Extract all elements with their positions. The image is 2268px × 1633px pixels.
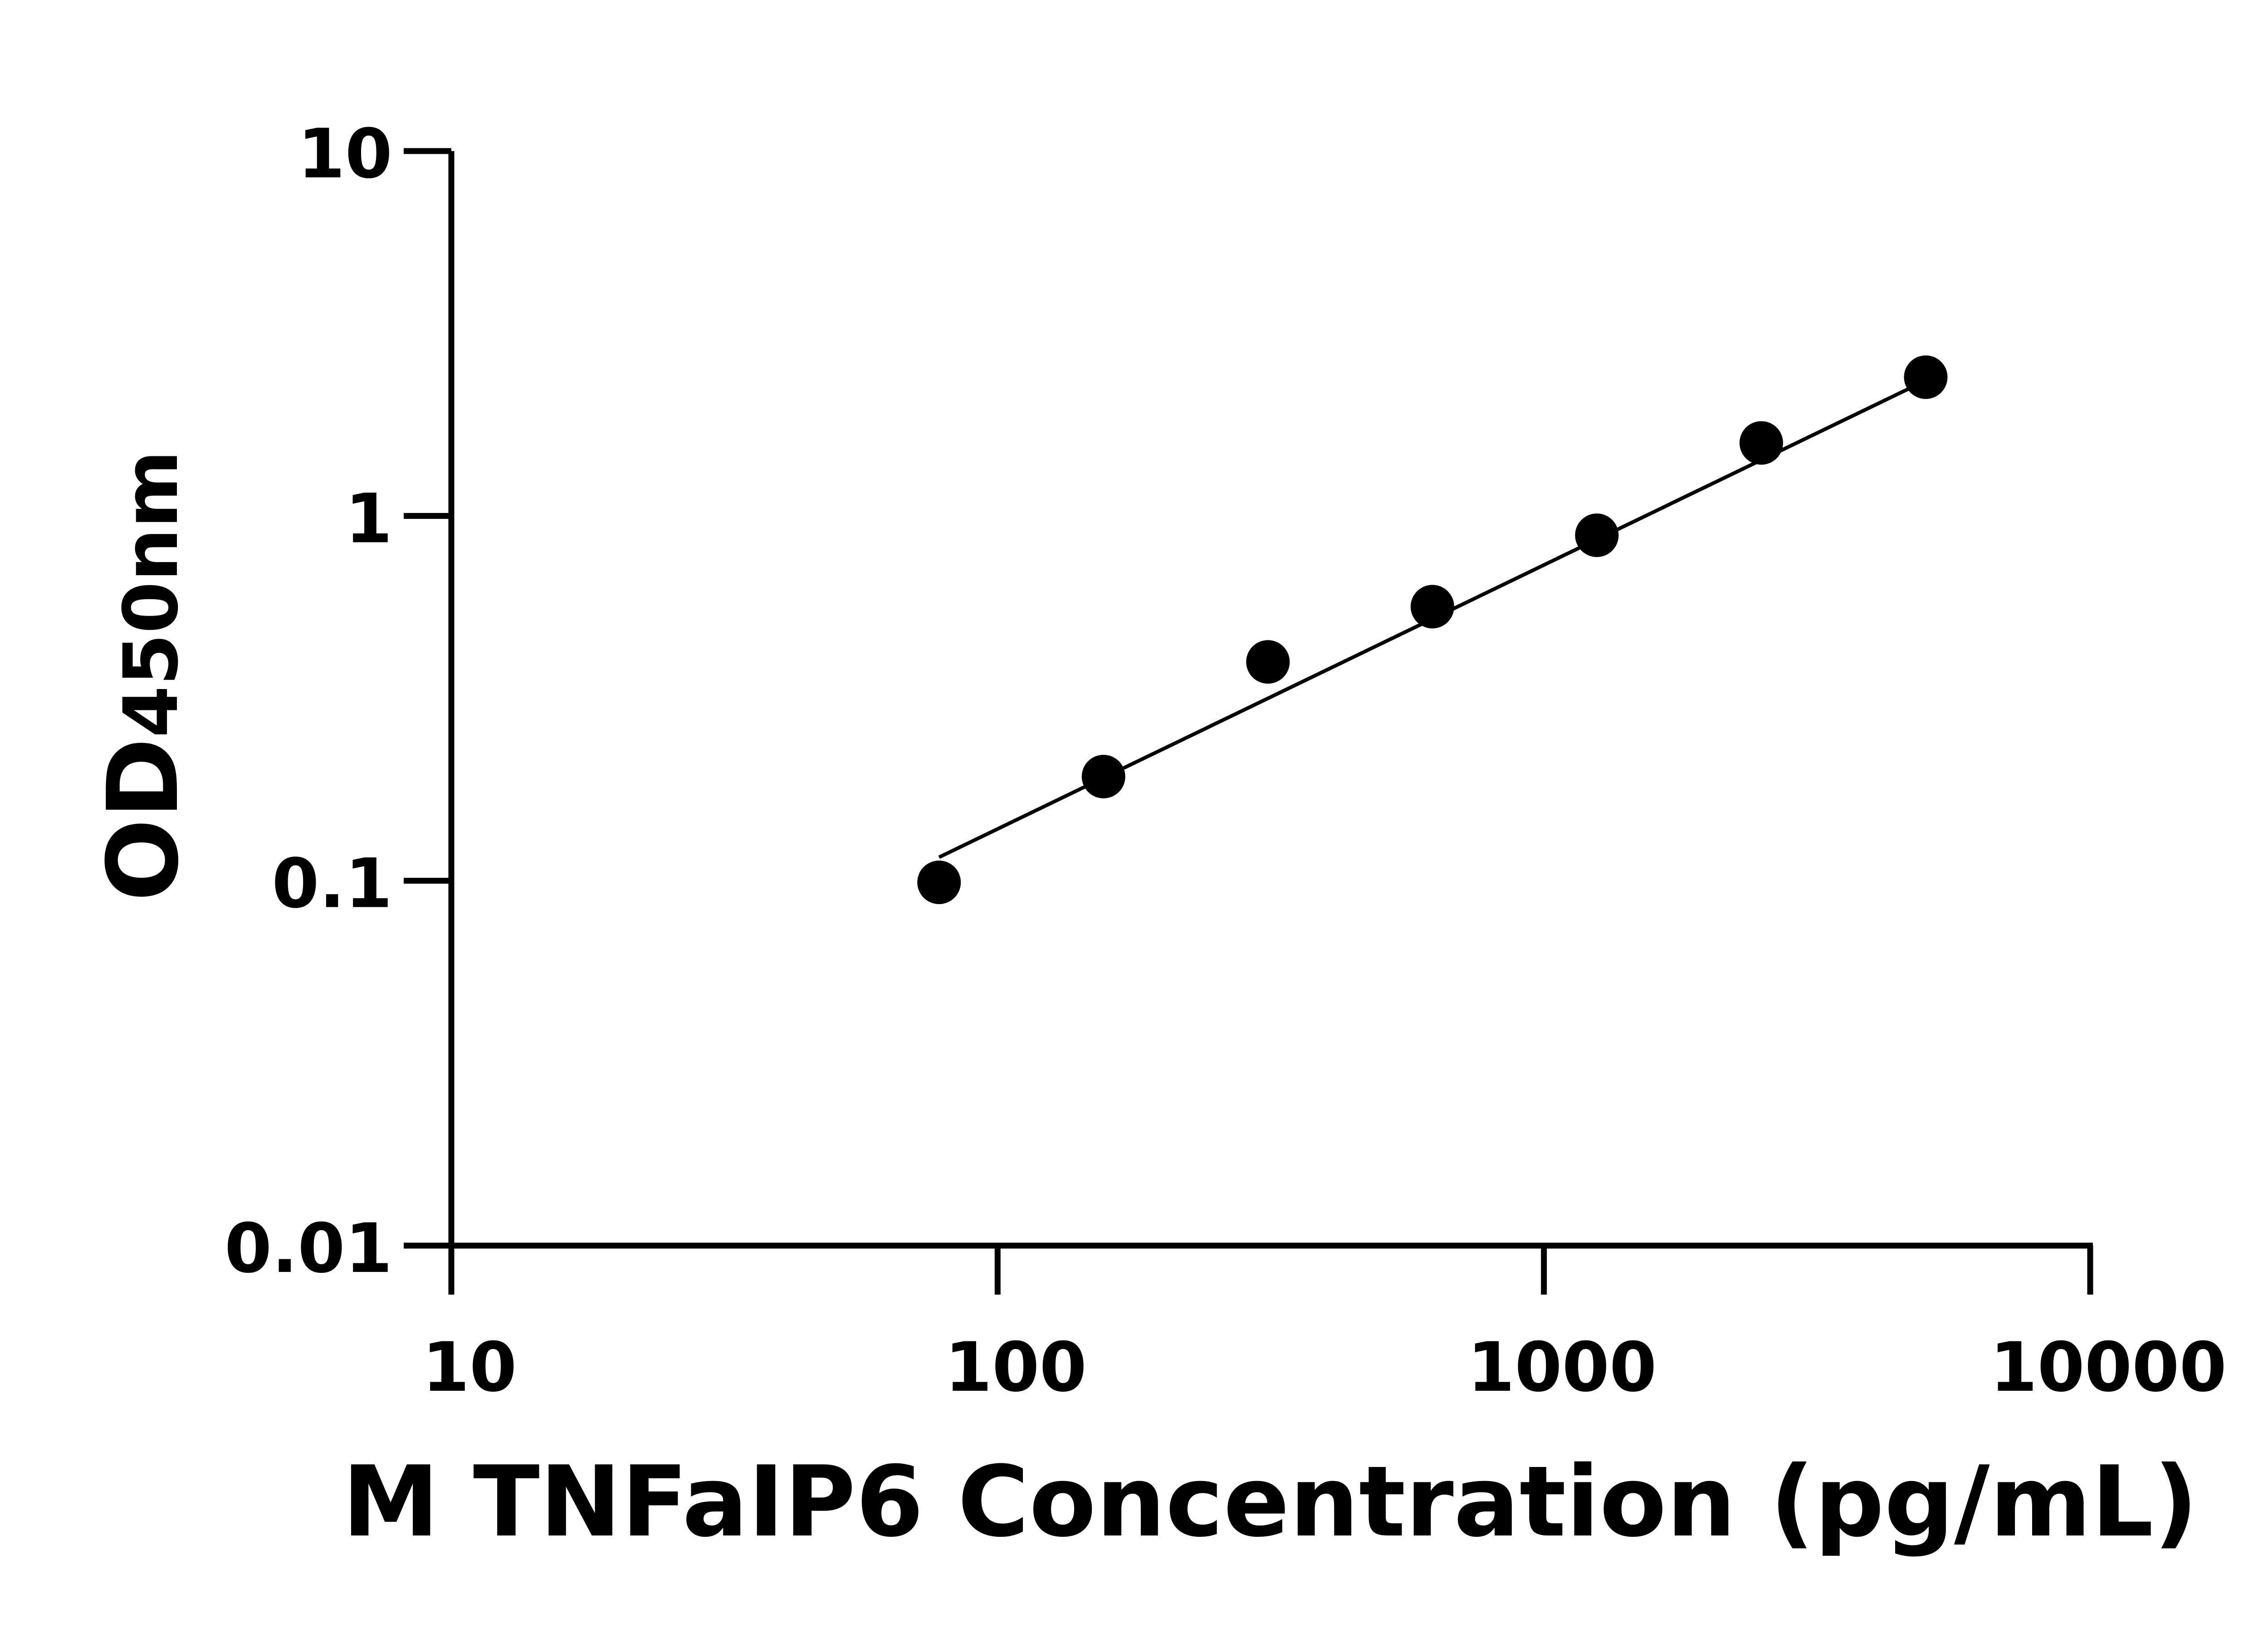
data-points [917,355,1948,905]
data-point [1904,355,1948,399]
data-point [1739,421,1783,465]
data-point [1410,585,1454,629]
x-axis-title: M TNFaIP6 Concentration (pg/mL) [342,1445,2198,1559]
x-tick-label: 1000 [1467,1328,1657,1407]
y-axis-title-main: OD [86,738,200,901]
y-axis-title: OD450nm [86,450,200,901]
axes [404,148,2093,1295]
data-point [1081,754,1125,798]
x-tick-label: 10 [422,1328,517,1407]
data-point [917,861,961,905]
y-tick-label: 10 [298,115,392,194]
data-point [1246,640,1290,684]
x-tick-label: 10000 [1990,1328,2227,1407]
data-point [1575,513,1619,557]
y-axis-title-sub: 450nm [108,450,195,738]
y-tick-label: 1 [345,479,392,558]
tick-labels: 10 100 1000 10000 0.01 0.1 1 10 [225,115,2227,1407]
y-tick-label: 0.1 [272,845,392,924]
x-tick-label: 100 [945,1328,1087,1407]
y-tick-label: 0.01 [225,1209,392,1288]
